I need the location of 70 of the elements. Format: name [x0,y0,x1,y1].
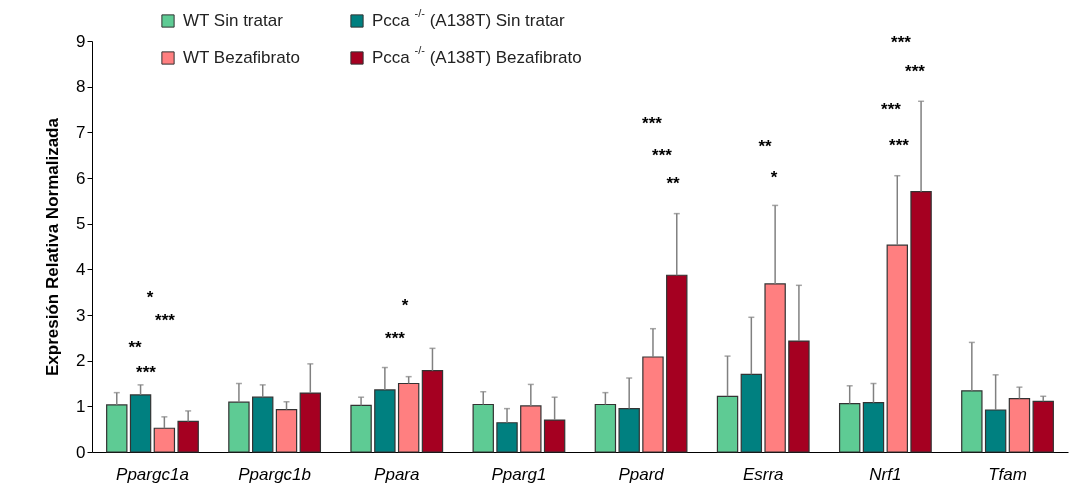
y-tick-label: 3 [76,305,86,325]
y-tick-label: 2 [76,351,86,371]
y-tick-label: 5 [76,214,86,234]
bar [788,340,810,453]
x-tick-label: Ppargc1a [116,464,189,484]
annotation: * [146,288,154,307]
bar [106,404,128,453]
bar [153,427,176,453]
annotation: *** [889,136,910,155]
bar [252,396,274,453]
y-tick-label: 4 [76,259,86,279]
annotation: *** [891,33,912,52]
annotation: *** [652,146,673,165]
bar [716,395,739,453]
x-tick-label: Ppard [618,464,665,484]
annotation: *** [155,311,176,330]
bar [740,373,763,453]
bar [543,419,566,453]
bar [764,283,786,453]
y-tick-label: 6 [76,168,86,188]
annotation: ** [128,338,142,357]
legend-label: Pcca -/- (A138T) Bezafibrato [372,44,582,67]
bar [618,408,640,453]
x-tick-label: Esrra [742,464,784,484]
bar [862,402,885,453]
y-tick-label: 8 [76,77,86,97]
bar [1008,397,1031,453]
bar [666,274,688,453]
bar [984,409,1007,453]
bar [642,356,664,453]
y-axis-title: Expresión Relativa Normalizada [43,117,63,376]
bar [520,405,542,453]
y-tick-label: 0 [76,442,86,462]
legend-label: WT Sin tratar [183,11,284,30]
x-tick-label: Ppargc1b [238,464,312,484]
annotation: ** [666,174,680,193]
bar [496,422,518,453]
x-tick-label: Tfam [988,464,1027,484]
annotation: *** [642,114,663,133]
bar [177,420,199,453]
y-tick-label: 9 [76,31,86,51]
bar [910,191,932,453]
bar [374,389,396,453]
y-tick-label: 1 [76,396,86,416]
bar [275,408,298,453]
bar [472,403,494,453]
annotation: *** [905,62,926,81]
bar [350,404,372,453]
annotation: *** [881,100,902,119]
bar [961,390,983,453]
bar [129,394,152,453]
bar [397,382,420,453]
bar [1032,400,1054,453]
bar [299,392,322,453]
annotation: *** [385,329,406,348]
legend-label: WT Bezafibrato [183,48,300,67]
y-tick-label: 7 [76,122,86,142]
annotation: * [770,168,778,187]
legend-label: Pcca -/- (A138T) Sin tratar [372,7,566,30]
bar [838,402,861,453]
bar [228,401,250,453]
x-tick-label: Ppara [374,464,420,484]
x-tick-label: Pparg1 [491,464,547,484]
annotation: * [401,296,409,315]
annotation: *** [136,363,157,382]
bar [421,370,444,453]
x-tick-label: Nrf1 [869,464,902,484]
annotation: ** [758,137,772,156]
bar [886,244,908,453]
bar [594,403,617,453]
